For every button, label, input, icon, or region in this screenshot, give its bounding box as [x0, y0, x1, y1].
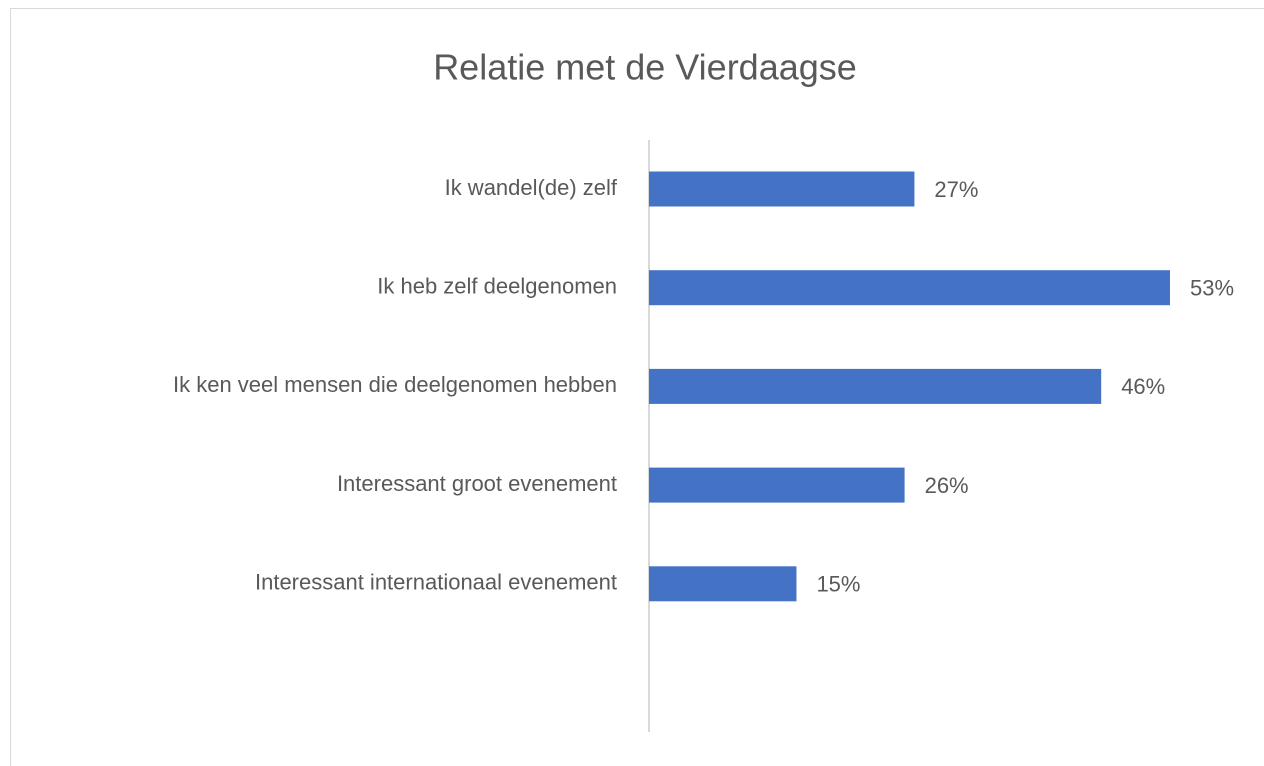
y-tick-label: Ik heb zelf deelgenomen — [377, 274, 617, 299]
data-label: 53% — [1190, 276, 1234, 301]
y-tick-label: Interessant groot evenement — [337, 471, 617, 496]
y-tick-label: Ik wandel(de) zelf — [445, 175, 618, 200]
bar — [649, 566, 797, 602]
bar — [649, 467, 905, 503]
y-tick-label: Ik ken veel mensen die deelgenomen hebbe… — [173, 372, 617, 397]
data-label: 15% — [816, 572, 860, 597]
data-label: 27% — [934, 177, 978, 202]
bar — [649, 270, 1170, 306]
bar — [649, 171, 915, 207]
bar — [649, 368, 1102, 404]
data-label: 26% — [925, 473, 969, 498]
chart-title: Relatie met de Vierdaagse — [433, 47, 857, 88]
data-label: 46% — [1121, 374, 1165, 399]
y-tick-label: Interessant internationaal evenement — [255, 570, 617, 595]
